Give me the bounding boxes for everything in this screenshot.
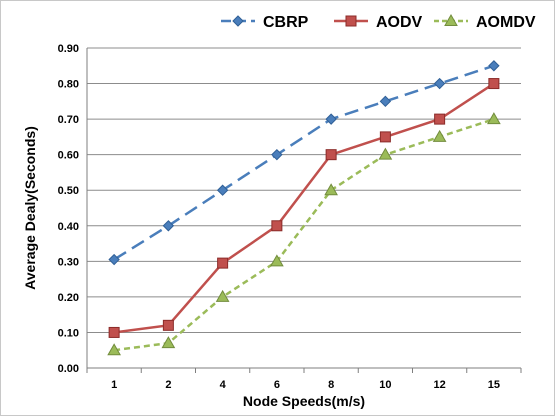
series-line-aomdv <box>113 117 495 352</box>
y-tick-label: 0.10 <box>58 327 79 339</box>
data-point-cbrp <box>433 77 446 90</box>
data-point-aomdv <box>215 289 230 302</box>
series-line-aodv <box>113 82 495 334</box>
data-point-aodv <box>217 257 229 269</box>
y-tick-label: 0.20 <box>58 292 79 304</box>
x-tick-labels: 1 2 4 6 8 10 12 15 <box>111 379 500 391</box>
legend-marker-aodv <box>345 15 357 27</box>
x-tick-label: 10 <box>379 379 391 391</box>
x-tick-label: 8 <box>328 379 334 391</box>
y-axis-title: Average Dealy(Seconds) <box>22 126 38 290</box>
y-tick-labels: 0.00 0.10 0.20 0.30 0.40 0.50 0.60 0.70 0.80 0.90 <box>58 43 79 375</box>
data-point-aodv <box>108 326 120 338</box>
legend-label-aomdv: AOMDV <box>476 14 536 31</box>
data-point-aomdv <box>432 129 447 142</box>
x-tick-label: 1 <box>111 379 117 391</box>
x-tick-label: 12 <box>434 379 446 391</box>
y-tick-label: 0.80 <box>58 79 79 91</box>
legend-marker-aomdv <box>444 13 458 26</box>
data-point-aodv <box>162 319 174 331</box>
y-tick-label: 0.60 <box>58 150 79 162</box>
data-point-aomdv <box>270 254 284 267</box>
data-point-aodv <box>434 113 446 125</box>
data-point-aomdv <box>378 147 393 160</box>
data-point-cbrp <box>325 113 337 125</box>
series-aodv <box>108 78 500 338</box>
data-point-aodv <box>488 78 500 90</box>
data-point-cbrp <box>379 95 392 108</box>
legend-label-cbrp: CBRP <box>263 14 309 31</box>
data-point-aodv <box>379 131 391 143</box>
axes <box>86 48 522 373</box>
data-point-aodv <box>271 220 283 232</box>
x-tick-label: 6 <box>274 379 280 391</box>
y-tick-label: 0.90 <box>58 43 79 55</box>
series-aomdv <box>107 112 501 356</box>
y-tick-label: 0.00 <box>58 363 79 375</box>
legend-item-aomdv: AOMDV <box>434 13 536 31</box>
series-group <box>107 60 501 356</box>
y-tick-label: 0.50 <box>58 185 79 197</box>
data-point-aomdv <box>487 112 501 125</box>
y-tick-label: 0.30 <box>58 256 79 268</box>
x-tick-label: 4 <box>220 379 227 391</box>
data-point-cbrp <box>216 184 229 196</box>
data-point-cbrp <box>108 253 120 266</box>
legend-label-aodv: AODV <box>376 14 423 31</box>
data-point-cbrp <box>271 148 283 161</box>
x-axis-title: Node Speeds(m/s) <box>243 393 365 409</box>
data-point-aodv <box>325 149 337 161</box>
legend-item-aodv: AODV <box>334 14 423 31</box>
legend: CBRP AODV AOMDV <box>221 13 536 31</box>
legend-marker-cbrp <box>232 15 244 27</box>
x-tick-label: 15 <box>488 379 500 391</box>
x-tick-label: 2 <box>165 379 171 391</box>
series-line-cbrp <box>113 64 495 261</box>
data-point-aomdv <box>107 343 121 356</box>
series-cbrp <box>108 60 500 266</box>
legend-item-cbrp: CBRP <box>221 14 309 31</box>
y-tick-label: 0.70 <box>58 114 79 126</box>
data-point-aomdv <box>324 183 338 196</box>
data-point-cbrp <box>162 220 175 232</box>
y-tick-label: 0.40 <box>58 221 79 233</box>
data-point-aomdv <box>161 336 176 349</box>
data-point-cbrp <box>488 60 500 72</box>
